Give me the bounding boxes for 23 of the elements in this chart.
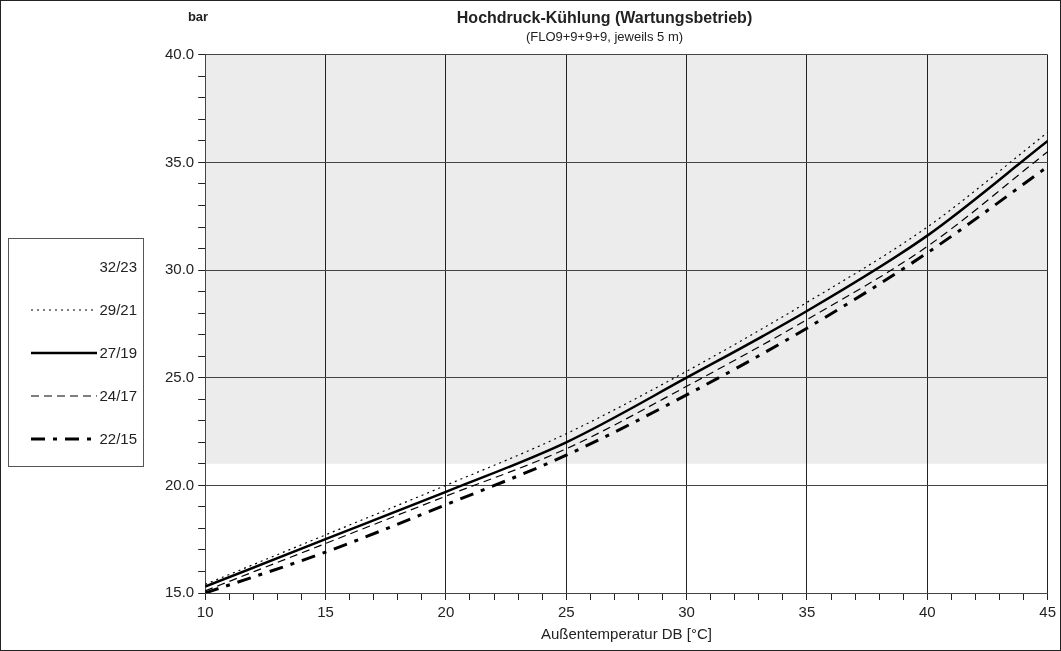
legend-label: 22/15 — [99, 430, 137, 447]
x-tick-label: 10 — [196, 603, 214, 621]
x-tick-label: 15 — [317, 603, 334, 621]
x-axis-title: Außentemperatur DB [°C] — [540, 625, 712, 643]
x-tick-label: 30 — [678, 603, 695, 621]
y-tick-label: 20.0 — [164, 475, 195, 493]
legend-label: 24/17 — [99, 387, 137, 404]
x-tick-label: 35 — [798, 603, 816, 621]
text: 32/23 — [99, 258, 137, 275]
x-tick-label: 25 — [557, 603, 575, 621]
legend-label: 27/19 — [99, 344, 137, 361]
chart-subtitle: (FLO9+9+9+9, jeweils 5 m) — [525, 28, 684, 44]
y-tick-label: 15.0 — [164, 583, 195, 601]
y-axis-title: bar — [187, 9, 209, 24]
x-tick-label: 40 — [918, 603, 936, 621]
y-tick-label: 25.0 — [164, 367, 195, 385]
y-tick-label: 40.0 — [164, 44, 195, 62]
x-tick-label: 20 — [437, 603, 455, 621]
chart-title: Hochdruck-Kühlung (Wartungsbetrieb) — [456, 9, 753, 27]
x-tick-label: 45 — [1039, 603, 1056, 621]
y-tick-label: 35.0 — [164, 152, 195, 170]
y-tick-label: 30.0 — [164, 260, 195, 278]
legend-label: 29/21 — [99, 301, 137, 318]
